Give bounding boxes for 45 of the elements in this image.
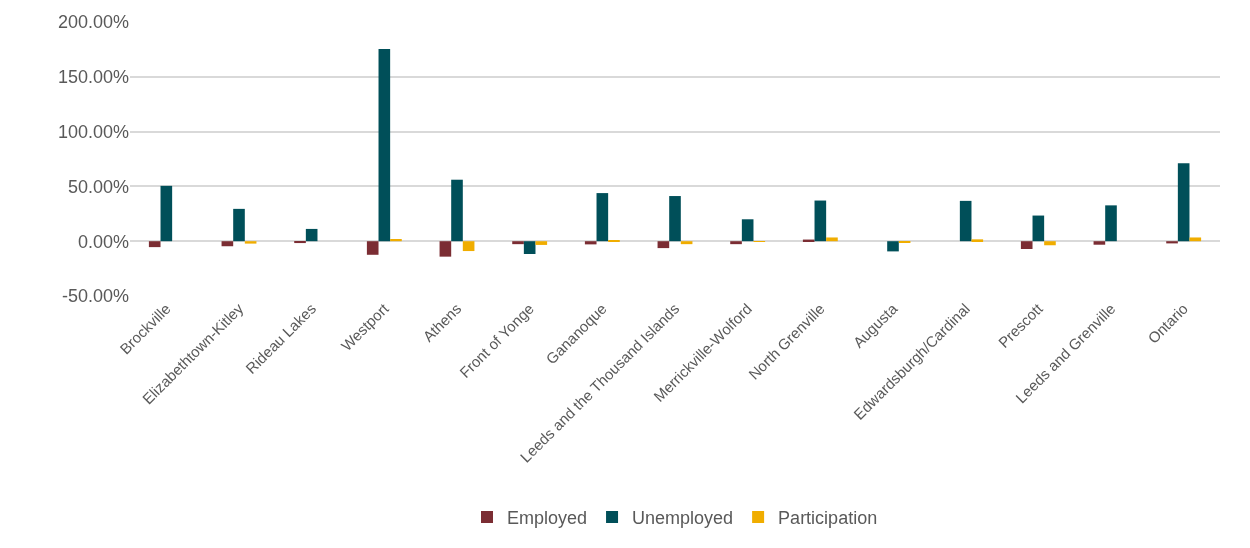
bar (959, 200, 972, 242)
bar (1020, 241, 1033, 249)
y-tick-label: 100.00% (57, 121, 129, 142)
bar (826, 237, 838, 242)
bar (535, 241, 548, 245)
bar (390, 239, 402, 242)
bar (221, 241, 234, 247)
y-tick-label: 200.00% (57, 12, 129, 33)
bar (366, 241, 379, 255)
bar (1032, 215, 1045, 242)
legend-label: Unemployed (632, 507, 734, 528)
bar (244, 241, 257, 244)
bar (1166, 241, 1178, 244)
bar (657, 241, 670, 249)
bar (512, 241, 524, 245)
bar (439, 241, 452, 257)
bar (523, 241, 536, 255)
y-tick-label: 150.00% (57, 67, 129, 88)
bar (1189, 237, 1202, 242)
legend-label: Participation (778, 507, 878, 528)
bar (160, 185, 173, 242)
bar (233, 208, 245, 242)
bar (814, 200, 827, 242)
bar (730, 241, 742, 245)
bar (741, 219, 754, 242)
bar (887, 241, 899, 252)
bar (1093, 241, 1106, 245)
y-tick-label: 50.00% (67, 176, 129, 197)
y-tick-label: -50.00% (61, 286, 129, 307)
y-tick-label: 0.00% (77, 231, 129, 252)
bar (462, 241, 475, 252)
bar (1177, 163, 1190, 242)
bar (294, 241, 306, 244)
bar (451, 179, 463, 242)
bar (971, 239, 984, 242)
bar (596, 193, 609, 242)
bar (1044, 241, 1056, 246)
bar (148, 241, 161, 248)
bar (669, 196, 681, 242)
bar (1105, 205, 1117, 242)
bar (584, 241, 597, 245)
bar (378, 48, 391, 242)
legend-label: Employed (507, 507, 588, 528)
bar (305, 228, 318, 242)
bar (680, 241, 693, 245)
